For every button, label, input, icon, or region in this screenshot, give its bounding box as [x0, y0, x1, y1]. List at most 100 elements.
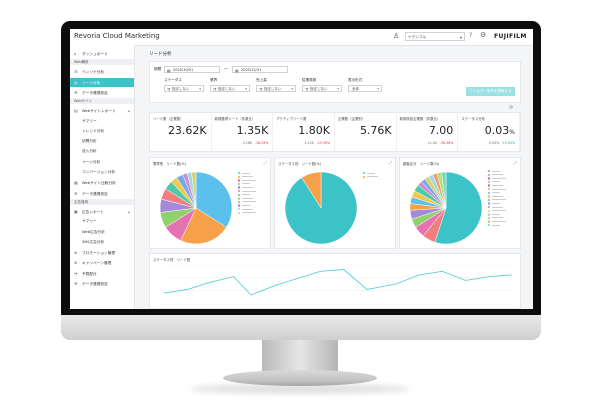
sidebar-item[interactable]: ⚙ データ連携設定 [70, 279, 134, 288]
legend-item[interactable] [488, 209, 506, 214]
main-content: リード分析 期間 ▦ 2020/10/01 〜 ▦ 2020/12/31 ステー… [135, 45, 533, 309]
chevron-up-icon[interactable]: ▴ [127, 108, 130, 114]
sidebar-item[interactable]: ⚙ データ連携設定 [70, 189, 134, 198]
pie-slice[interactable] [191, 171, 197, 209]
user-icon[interactable]: ♙ [393, 32, 400, 40]
refresh-icon[interactable]: ⟳ [509, 105, 514, 111]
sidebar-item[interactable]: ▦ Webサイト比較分析 [70, 178, 134, 187]
sidebar-item[interactable]: ◔ 予算配分 [70, 269, 134, 278]
legend-item[interactable] [488, 216, 506, 221]
legend-item[interactable] [363, 175, 378, 180]
legend-item[interactable] [238, 200, 256, 205]
kpi-value: 23.62K [168, 124, 207, 137]
sidebar-item-label: キャンペーン管理 [82, 261, 112, 266]
sidebar-subitem[interactable]: サマリー [70, 217, 134, 226]
legend-item[interactable] [238, 189, 256, 194]
industry-filter-select[interactable]: ⧩ 指定しない ▾ [210, 85, 250, 92]
status-filter-select[interactable]: ⧩ 指定しない ▾ [164, 85, 204, 92]
legend-item[interactable] [488, 195, 506, 199]
legend-item[interactable] [488, 191, 506, 196]
display-format-select[interactable]: 全体 ▾ [348, 85, 382, 92]
legend-item[interactable] [488, 213, 506, 217]
calendar-icon: ▦ [235, 68, 239, 73]
sidebar-subitem[interactable]: ページ分析 [70, 158, 134, 167]
sidebar-item-label: データ連携設定 [82, 191, 108, 196]
sidebar-subitem[interactable]: 流入分析 [70, 147, 134, 156]
date-to-field[interactable]: ▦ 2020/12/31 [232, 66, 288, 73]
apply-filter-button[interactable]: フィルター条件を適用する [466, 87, 515, 96]
kpi-comparison: 11.00 -36.36% [428, 141, 453, 145]
sidebar-item[interactable]: ⌂ ダッシュボード [70, 49, 134, 58]
sidebar-subitem[interactable]: トレンド分析 [70, 127, 134, 136]
expand-icon[interactable]: ⤢ [513, 160, 517, 165]
employees-filter-select[interactable]: ⧩ 指定しない ▾ [302, 85, 342, 92]
legend-swatch [238, 193, 241, 196]
sidebar-subitem[interactable]: サマリー [70, 117, 134, 126]
kpi-value: 5.76K [360, 124, 392, 137]
chevron-down-icon: ▾ [245, 87, 247, 91]
legend-item[interactable] [238, 182, 256, 187]
help-icon[interactable]: ? [469, 32, 473, 39]
legend-item[interactable] [488, 223, 506, 228]
legend-swatch [488, 223, 491, 227]
pie-slice[interactable] [301, 171, 322, 209]
chevron-down-icon: ▾ [459, 35, 462, 40]
legend-item[interactable] [488, 184, 506, 188]
chevron-down-icon: ▾ [377, 87, 379, 91]
series-line[interactable] [163, 269, 513, 296]
legend-item[interactable] [488, 220, 506, 224]
sidebar-item[interactable]: ◎ リード分析 [70, 77, 134, 87]
user-select[interactable]: ナデシコル ▾ [405, 32, 465, 41]
pie-slice[interactable] [180, 207, 227, 245]
expand-icon[interactable]: ⤢ [388, 160, 392, 165]
sidebar-item[interactable]: ☰ ベンソナ分析 [70, 67, 134, 76]
sidebar-subitem[interactable]: SNS広告分析 [70, 238, 134, 247]
legend-swatch [488, 195, 491, 198]
legend-item[interactable] [238, 193, 256, 198]
legend-label-placeholder [491, 195, 503, 197]
legend-item[interactable] [238, 197, 256, 201]
legend-item[interactable] [488, 187, 506, 192]
legend-swatch [488, 209, 491, 212]
gear-icon[interactable]: ⚙ [480, 31, 487, 39]
expand-icon[interactable]: ⤢ [263, 160, 267, 165]
legend-item[interactable] [363, 172, 378, 176]
sidebar-subitem[interactable]: コンバージョン分析 [70, 168, 134, 177]
sidebar-item[interactable]: ⊕ キャンペーン管理 [70, 258, 134, 267]
legend-item[interactable] [238, 204, 256, 208]
legend-label-placeholder [241, 201, 256, 203]
legend-item[interactable] [238, 172, 256, 176]
filter-icon: ⧩ [213, 87, 217, 92]
legend-item[interactable] [238, 186, 256, 190]
sidebar-subitem[interactable]: 訪問分析 [70, 137, 134, 146]
legend-item[interactable] [488, 180, 506, 185]
kpi-card: ステータス分布 0.03% 0.00% +0.03% [458, 113, 520, 151]
legend-item[interactable] [238, 211, 256, 216]
sidebar-item[interactable]: ▤ Webサイトレポート ▴ [70, 106, 134, 115]
legend-item[interactable] [488, 202, 506, 206]
kpi-value: 7.00 [429, 124, 454, 137]
legend-item[interactable] [488, 173, 506, 178]
legend-item[interactable] [238, 207, 256, 212]
legend-label-placeholder [366, 172, 375, 174]
date-from-field[interactable]: ▦ 2020/10/01 [164, 66, 220, 73]
sidebar-item-label: ダッシュボード [82, 52, 108, 56]
sidebar-item[interactable]: ⊕ プロモーション管理 [70, 248, 134, 257]
legend-item[interactable] [488, 198, 506, 203]
pie-slice[interactable] [434, 171, 483, 245]
sales-filter-select[interactable]: ⧩ 指定しない ▾ [256, 85, 296, 92]
sidebar-subitem[interactable]: Web広告分析 [70, 228, 134, 237]
sidebar-item[interactable]: ▣ 広告レポート ▴ [70, 207, 134, 216]
sidebar-item[interactable]: ⚙ データ連携設定 [70, 88, 134, 97]
legend-item[interactable] [488, 177, 506, 181]
legend-item[interactable] [238, 179, 256, 183]
legend-item[interactable] [488, 170, 506, 174]
status-line-panel: ステータス別 リード数 [149, 253, 521, 309]
chevron-up-icon[interactable]: ▴ [127, 208, 130, 214]
legend-item[interactable] [238, 175, 256, 180]
sidebar-item-label: 広告レポート [82, 209, 105, 214]
pie-slice[interactable] [441, 171, 447, 209]
legend-item[interactable] [488, 205, 506, 210]
app-title: Revoria Cloud Marketing [74, 32, 160, 40]
sidebar-item-label: データ連携設定 [82, 90, 108, 95]
